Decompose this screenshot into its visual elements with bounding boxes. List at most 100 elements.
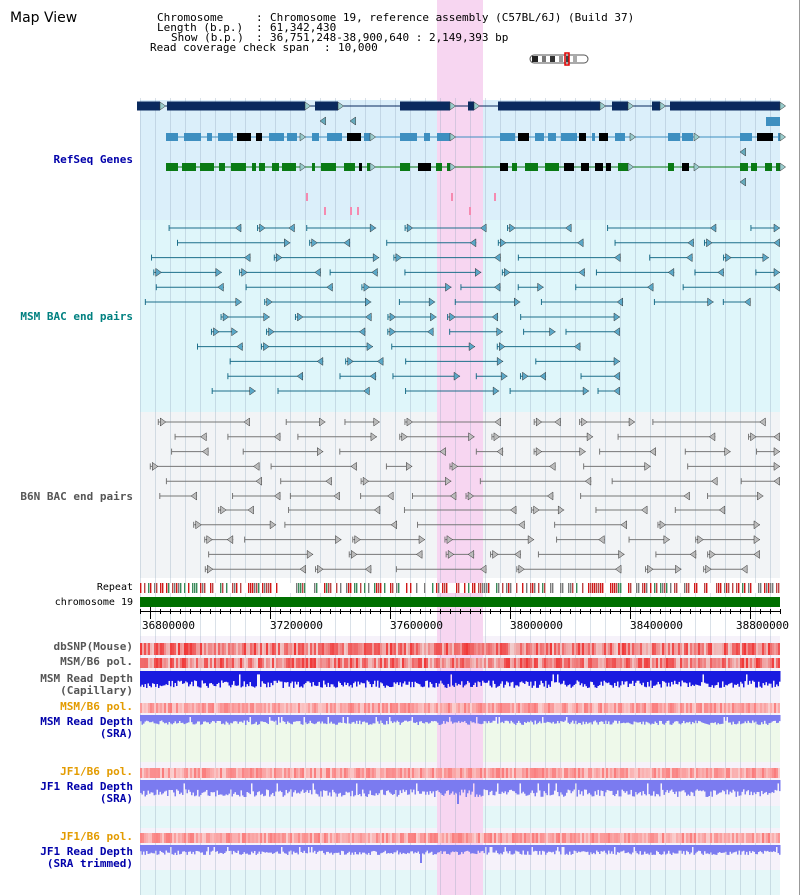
pair-end-marker: [326, 282, 333, 292]
msm-depth-sra-bar: [326, 715, 328, 725]
msm-b6-pol-2-heat-cell: [262, 703, 264, 713]
jf1-depth-sra-bar: [309, 780, 311, 791]
msm-depth-capillary-bar: [324, 671, 326, 685]
msm-depth-sra-bar: [747, 715, 749, 721]
chromosome-ideogram[interactable]: [528, 52, 592, 66]
jf1-b6-pol-heat-cell: [268, 768, 270, 778]
repeat-element: [768, 583, 770, 593]
jf1-depth-sra-bar: [323, 780, 325, 791]
jf1-depth-trimmed-bar: [371, 845, 373, 852]
dbsnp-heat-cell: [262, 643, 264, 655]
jf1-b6-pol-2-heat-cell: [436, 833, 438, 843]
msm-depth-capillary-bar: [756, 671, 758, 688]
msm-depth-capillary-bar: [243, 671, 245, 682]
msm-depth-capillary-bar: [435, 671, 437, 683]
msm-b6-pol-heat-cell: [408, 658, 410, 668]
pair-end-marker: [496, 327, 503, 337]
jf1-depth-trimmed-bar: [185, 845, 187, 853]
msm-depth-sra-bar: [716, 715, 718, 725]
header-length-value: 61,342,430: [270, 21, 337, 34]
dbsnp-heat-cell: [476, 643, 478, 655]
jf1-depth-trimmed-bar: [680, 845, 682, 851]
msm-depth-sra-bar: [677, 715, 679, 722]
jf1-depth-trimmed-bar: [662, 845, 664, 855]
jf1-depth-sra-bar: [471, 780, 473, 792]
jf1-depth-trimmed-bar: [630, 845, 632, 855]
dbsnp-heat-cell: [366, 643, 368, 655]
repeat-element: [356, 583, 358, 593]
msm-b6-pol-2-heat-cell: [684, 703, 686, 713]
msm-depth-sra-bar: [723, 715, 725, 717]
msm-depth-sra-bar: [648, 715, 650, 724]
msm-b6-pol-2-heat-cell: [748, 703, 750, 713]
jf1-b6-pol-2-heat-cell: [720, 833, 722, 843]
dbsnp-heat-cell: [594, 643, 596, 655]
jf1-depth-trimmed-bar: [572, 845, 574, 855]
msm-b6-pol-heat-cell: [732, 658, 734, 668]
msm-b6-pol-heat-cell: [242, 658, 244, 668]
dbsnp-heat-cell: [412, 643, 414, 655]
jf1-b6-pol-heat-cell: [224, 768, 226, 778]
jf1-b6-pol-2-heat-cell: [540, 833, 542, 843]
msm-b6-pol-heat-cell: [394, 658, 396, 668]
jf1-depth-trimmed-bar: [258, 845, 260, 852]
jf1-b6-pol-2-heat-cell: [260, 833, 262, 843]
msm-depth-sra-bar: [335, 715, 337, 725]
repeat-element: [298, 583, 300, 593]
jf1-b6-pol-heat-cell: [232, 768, 234, 778]
jf1-depth-trimmed-bar: [353, 845, 355, 855]
msm-b6-pol-2-heat-cell: [300, 703, 302, 713]
msm-depth-sra-bar: [245, 715, 247, 725]
msm-depth-capillary-bar: [380, 671, 382, 683]
jf1-depth-trimmed-bar: [708, 845, 710, 855]
jf1-depth-trimmed-bar: [351, 845, 353, 853]
msm-depth-sra-bar: [279, 715, 281, 723]
jf1-b6-pol-heat-cell: [160, 768, 162, 778]
jf1-depth-trimmed-bar: [590, 845, 592, 853]
pair-end-marker: [390, 520, 397, 530]
jf1-depth-trimmed-bar: [534, 845, 536, 851]
msm-depth-capillary-bar: [618, 671, 620, 688]
jf1-depth-trimmed-bar: [399, 845, 401, 853]
jf1-depth-trimmed-bar: [486, 845, 488, 855]
msm-depth-capillary-bar: [681, 671, 683, 681]
jf1-b6-pol-2-heat-cell: [186, 833, 188, 843]
jf1-depth-trimmed-bar: [354, 845, 356, 852]
header-coverage-key: Read coverage check span: [150, 41, 309, 54]
jf1-depth-trimmed-bar: [447, 845, 449, 854]
jf1-depth-sra-bar: [164, 780, 166, 792]
msm-depth-capillary-bar: [354, 671, 356, 682]
msm-depth-capillary-bar: [438, 671, 440, 684]
msm-depth-capillary-bar: [629, 671, 631, 684]
msm-depth-sra-bar: [306, 715, 308, 725]
msm-b6-pol-2-heat-cell: [724, 703, 726, 713]
msm-b6-pol-2-heat-cell: [214, 703, 216, 713]
msm-depth-sra-bar: [168, 715, 170, 722]
dbsnp-heat-cell: [614, 643, 616, 655]
msm-b6-pol-heat-cell: [768, 658, 770, 668]
jf1-depth-sra-bar: [468, 780, 470, 791]
msm-b6-pol-heat-cell: [238, 658, 240, 668]
repeat-element: [720, 583, 722, 593]
jf1-depth-sra-bar: [161, 780, 163, 795]
jf1-b6-pol-2-heat-cell: [752, 833, 754, 843]
msm-depth-sra-bar: [324, 715, 326, 724]
jf1-b6-pol-heat-cell: [218, 768, 220, 778]
msm-b6-pol-heat-cell: [320, 658, 322, 668]
msm-depth-sra-bar: [728, 715, 730, 723]
msm-depth-capillary-bar: [611, 671, 613, 686]
jf1-b6-pol-2-heat-cell: [206, 833, 208, 843]
jf1-depth-trimmed-bar: [419, 845, 421, 854]
msm-depth-capillary-bar: [584, 671, 586, 685]
msm-b6-pol-2-heat-cell: [356, 703, 358, 713]
jf1-b6-pol-heat-cell: [178, 768, 180, 778]
msm-b6-pol-heat-cell: [364, 658, 366, 668]
pair-end-marker: [234, 223, 242, 233]
jf1-depth-trimmed-bar: [345, 845, 347, 855]
jf1-depth-trimmed-bar: [213, 845, 215, 847]
msm-depth-capillary-bar: [338, 671, 340, 682]
msm-b6-pol-heat-cell: [184, 658, 186, 668]
jf1-depth-trimmed-bar: [542, 845, 544, 851]
jf1-depth-sra-bar: [645, 780, 647, 796]
msm-depth-capillary-bar: [209, 671, 211, 684]
